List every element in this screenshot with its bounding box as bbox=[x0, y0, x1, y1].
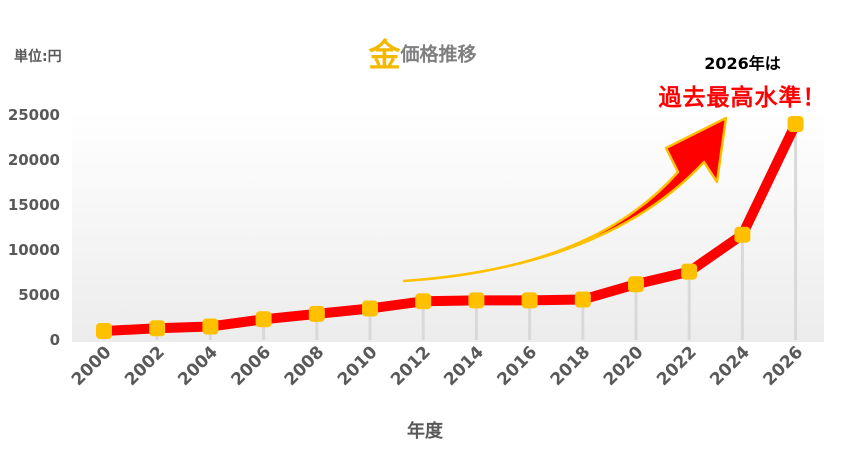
x-tick-label: 2026 bbox=[760, 342, 808, 390]
chart-title: 金価格推移 bbox=[0, 30, 845, 76]
data-point bbox=[149, 320, 166, 337]
title-text: 価格推移 bbox=[400, 43, 477, 66]
y-tick-label: 5000 bbox=[18, 286, 60, 304]
y-tick-label: 20000 bbox=[8, 151, 60, 169]
x-tick-label: 2008 bbox=[281, 342, 329, 390]
data-point bbox=[255, 311, 272, 328]
y-tick-label: 25000 bbox=[8, 106, 60, 124]
x-tick-label: 2004 bbox=[174, 342, 222, 390]
data-point bbox=[202, 318, 219, 335]
data-point bbox=[787, 116, 804, 132]
x-tick-label: 2006 bbox=[228, 342, 276, 390]
x-tick-label: 2000 bbox=[68, 342, 116, 390]
y-tick-label: 0 bbox=[50, 331, 60, 349]
callout: 2026年は 過去最高水準！ bbox=[640, 50, 845, 112]
data-point bbox=[521, 292, 538, 309]
callout-line2: 過去最高水準！ bbox=[658, 85, 827, 111]
title-accent: 金 bbox=[368, 36, 401, 74]
data-point bbox=[362, 300, 378, 317]
data-point bbox=[628, 276, 644, 293]
x-tick-label: 2018 bbox=[547, 342, 595, 390]
x-tick-label: 2010 bbox=[334, 342, 382, 390]
y-tick-label: 10000 bbox=[8, 241, 60, 259]
data-point bbox=[308, 305, 325, 322]
x-tick-label: 2002 bbox=[121, 342, 169, 390]
trend-arrow bbox=[402, 116, 728, 283]
data-point bbox=[415, 293, 432, 310]
data-point bbox=[96, 323, 112, 339]
data-point bbox=[468, 292, 485, 309]
x-tick-label: 2020 bbox=[600, 342, 648, 390]
y-tick-label: 15000 bbox=[8, 196, 60, 214]
x-tick-label: 2012 bbox=[387, 342, 435, 390]
data-point bbox=[681, 263, 698, 280]
x-axis-label: 年度 bbox=[407, 420, 444, 442]
x-tick-label: 2024 bbox=[706, 342, 754, 390]
x-tick-label: 2016 bbox=[494, 342, 542, 390]
x-tick-label: 2014 bbox=[440, 342, 488, 390]
unit-label: 単位:円 bbox=[14, 49, 62, 65]
x-tick-label: 2022 bbox=[653, 342, 701, 390]
series-line bbox=[99, 119, 801, 336]
data-point bbox=[574, 291, 591, 308]
callout-line1: 2026年は bbox=[704, 54, 781, 73]
data-point bbox=[734, 226, 751, 243]
